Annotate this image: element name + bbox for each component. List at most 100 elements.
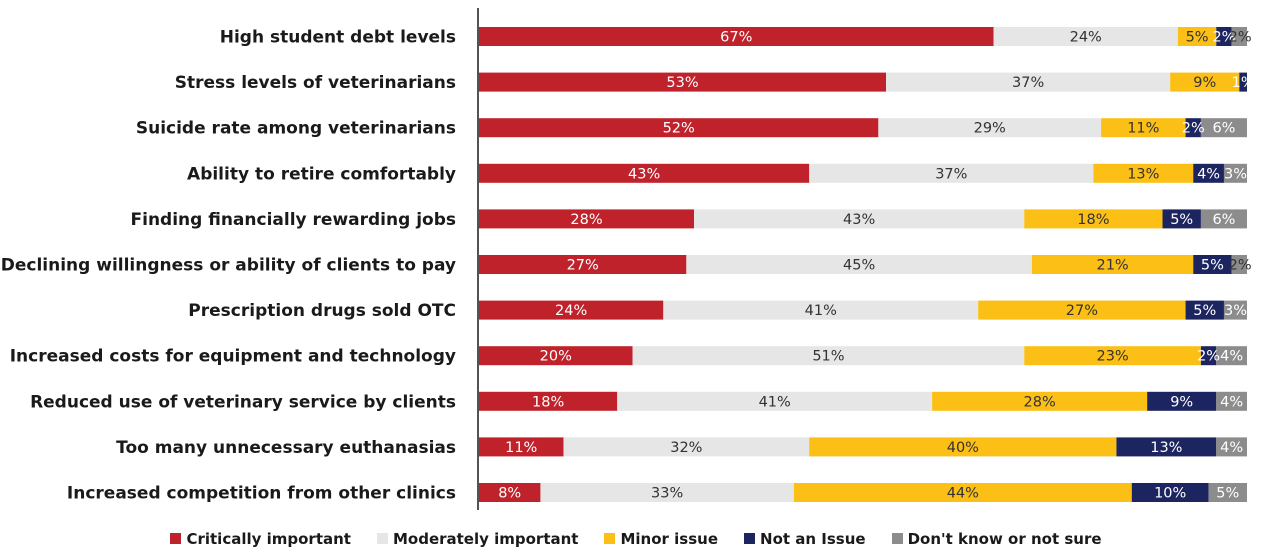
bar-segment: [694, 209, 1025, 229]
data-label: 33%: [651, 486, 683, 502]
data-label: 27%: [567, 258, 599, 274]
category-label: High student debt levels: [220, 28, 456, 48]
bar-segment: [1216, 346, 1247, 366]
legend-item: Not an Issue: [744, 530, 866, 548]
data-label: 6%: [1212, 212, 1235, 228]
data-label: 5%: [1201, 258, 1224, 274]
data-label: 24%: [1070, 30, 1102, 46]
data-label: 52%: [663, 121, 695, 137]
data-label: 10%: [1154, 486, 1186, 502]
legend-label: Not an Issue: [760, 530, 866, 548]
bar-segment: [1147, 391, 1217, 411]
data-label: 4%: [1197, 166, 1220, 182]
bar-segment: [1162, 209, 1201, 229]
data-label: 24%: [555, 303, 587, 319]
legend-swatch: [376, 533, 388, 544]
legend-swatch: [744, 533, 756, 544]
data-label: 37%: [935, 166, 967, 182]
bar-segment: [479, 437, 564, 457]
data-label: 11%: [505, 440, 537, 456]
bar-segment: [686, 255, 1032, 274]
data-label: 5%: [1186, 30, 1209, 46]
data-label: 67%: [720, 30, 752, 46]
bar-segment: [479, 118, 879, 138]
bar-segment: [878, 118, 1102, 138]
data-label: 13%: [1127, 166, 1159, 182]
bar-segment: [1200, 346, 1217, 366]
data-label: 4%: [1220, 349, 1243, 365]
bar-segment: [1200, 118, 1247, 138]
data-label: 23%: [1096, 349, 1128, 365]
category-label: Too many unnecessary euthanasias: [116, 438, 456, 458]
bar-segment: [809, 437, 1117, 457]
data-label: 37%: [1012, 75, 1044, 91]
bar-segment: [1223, 163, 1247, 183]
bar-segment: [1170, 72, 1240, 92]
data-label: 21%: [1096, 258, 1128, 274]
legend-item: Minor issue: [604, 530, 718, 548]
data-label: 2%: [1182, 121, 1205, 137]
bar-segment: [1185, 118, 1201, 138]
data-label: 5%: [1170, 212, 1193, 228]
bar-segment: [932, 391, 1148, 411]
bar-segment: [1193, 163, 1224, 183]
data-label: 2%: [1197, 349, 1220, 365]
bars: [479, 27, 1247, 502]
data-label: 2%: [1212, 30, 1235, 46]
data-label: 28%: [570, 212, 602, 228]
legend-item: Moderately important: [376, 530, 578, 548]
bar-segment: [793, 483, 1132, 502]
bar-segment: [1093, 163, 1194, 183]
bar-segment: [663, 300, 979, 320]
data-label: 18%: [1077, 212, 1109, 228]
legend: Critically important Moderately important…: [0, 530, 1272, 548]
category-label: Increased costs for equipment and techno…: [10, 347, 456, 367]
legend-label: Don't know or not sure: [907, 530, 1102, 548]
data-label: 4%: [1220, 440, 1243, 456]
data-label: 8%: [498, 486, 521, 502]
bar-segment: [1177, 27, 1217, 46]
data-label: 41%: [759, 394, 791, 410]
data-label: 18%: [532, 394, 564, 410]
legend-swatch: [170, 533, 182, 544]
legend-swatch: [604, 533, 616, 544]
category-label: Declining willingness or ability of clie…: [1, 256, 456, 276]
bar-segment: [1208, 483, 1247, 502]
bar-segment: [809, 163, 1094, 183]
bar-segment: [479, 163, 810, 183]
data-label: 4%: [1220, 394, 1243, 410]
data-label: 32%: [670, 440, 702, 456]
legend-item: Critically important: [170, 530, 351, 548]
data-label: 9%: [1193, 75, 1216, 91]
category-label: Finding financially rewarding jobs: [131, 210, 457, 230]
data-label: 20%: [540, 349, 572, 365]
bar-segment: [978, 300, 1186, 320]
bar-segment: [886, 72, 1171, 92]
legend-swatch: [891, 533, 903, 544]
data-label: 28%: [1024, 394, 1056, 410]
bar-segment: [1231, 255, 1247, 274]
bar-segment: [479, 391, 618, 411]
data-label: 44%: [947, 486, 979, 502]
bar-segment: [479, 209, 695, 229]
bar-segment: [1216, 27, 1232, 46]
bar-segment: [479, 346, 633, 366]
data-label: 53%: [666, 75, 698, 91]
legend-item: Don't know or not sure: [891, 530, 1102, 548]
bar-segment: [617, 391, 933, 411]
bar-segment: [993, 27, 1178, 46]
data-label: 51%: [812, 349, 844, 365]
bar-segment: [1216, 437, 1247, 457]
bar-segment: [632, 346, 1025, 366]
category-label: Suicide rate among veterinarians: [136, 119, 456, 139]
bar-segment: [1231, 27, 1247, 46]
category-label: Stress levels of veterinarians: [175, 73, 456, 93]
data-label: 3%: [1224, 166, 1247, 182]
data-label: 11%: [1127, 121, 1159, 137]
data-label: 2%: [1229, 258, 1252, 274]
bar-segment: [1223, 300, 1247, 320]
bar-segment: [479, 483, 541, 502]
bar-segment: [1200, 209, 1247, 229]
bar-segment: [1131, 483, 1209, 502]
